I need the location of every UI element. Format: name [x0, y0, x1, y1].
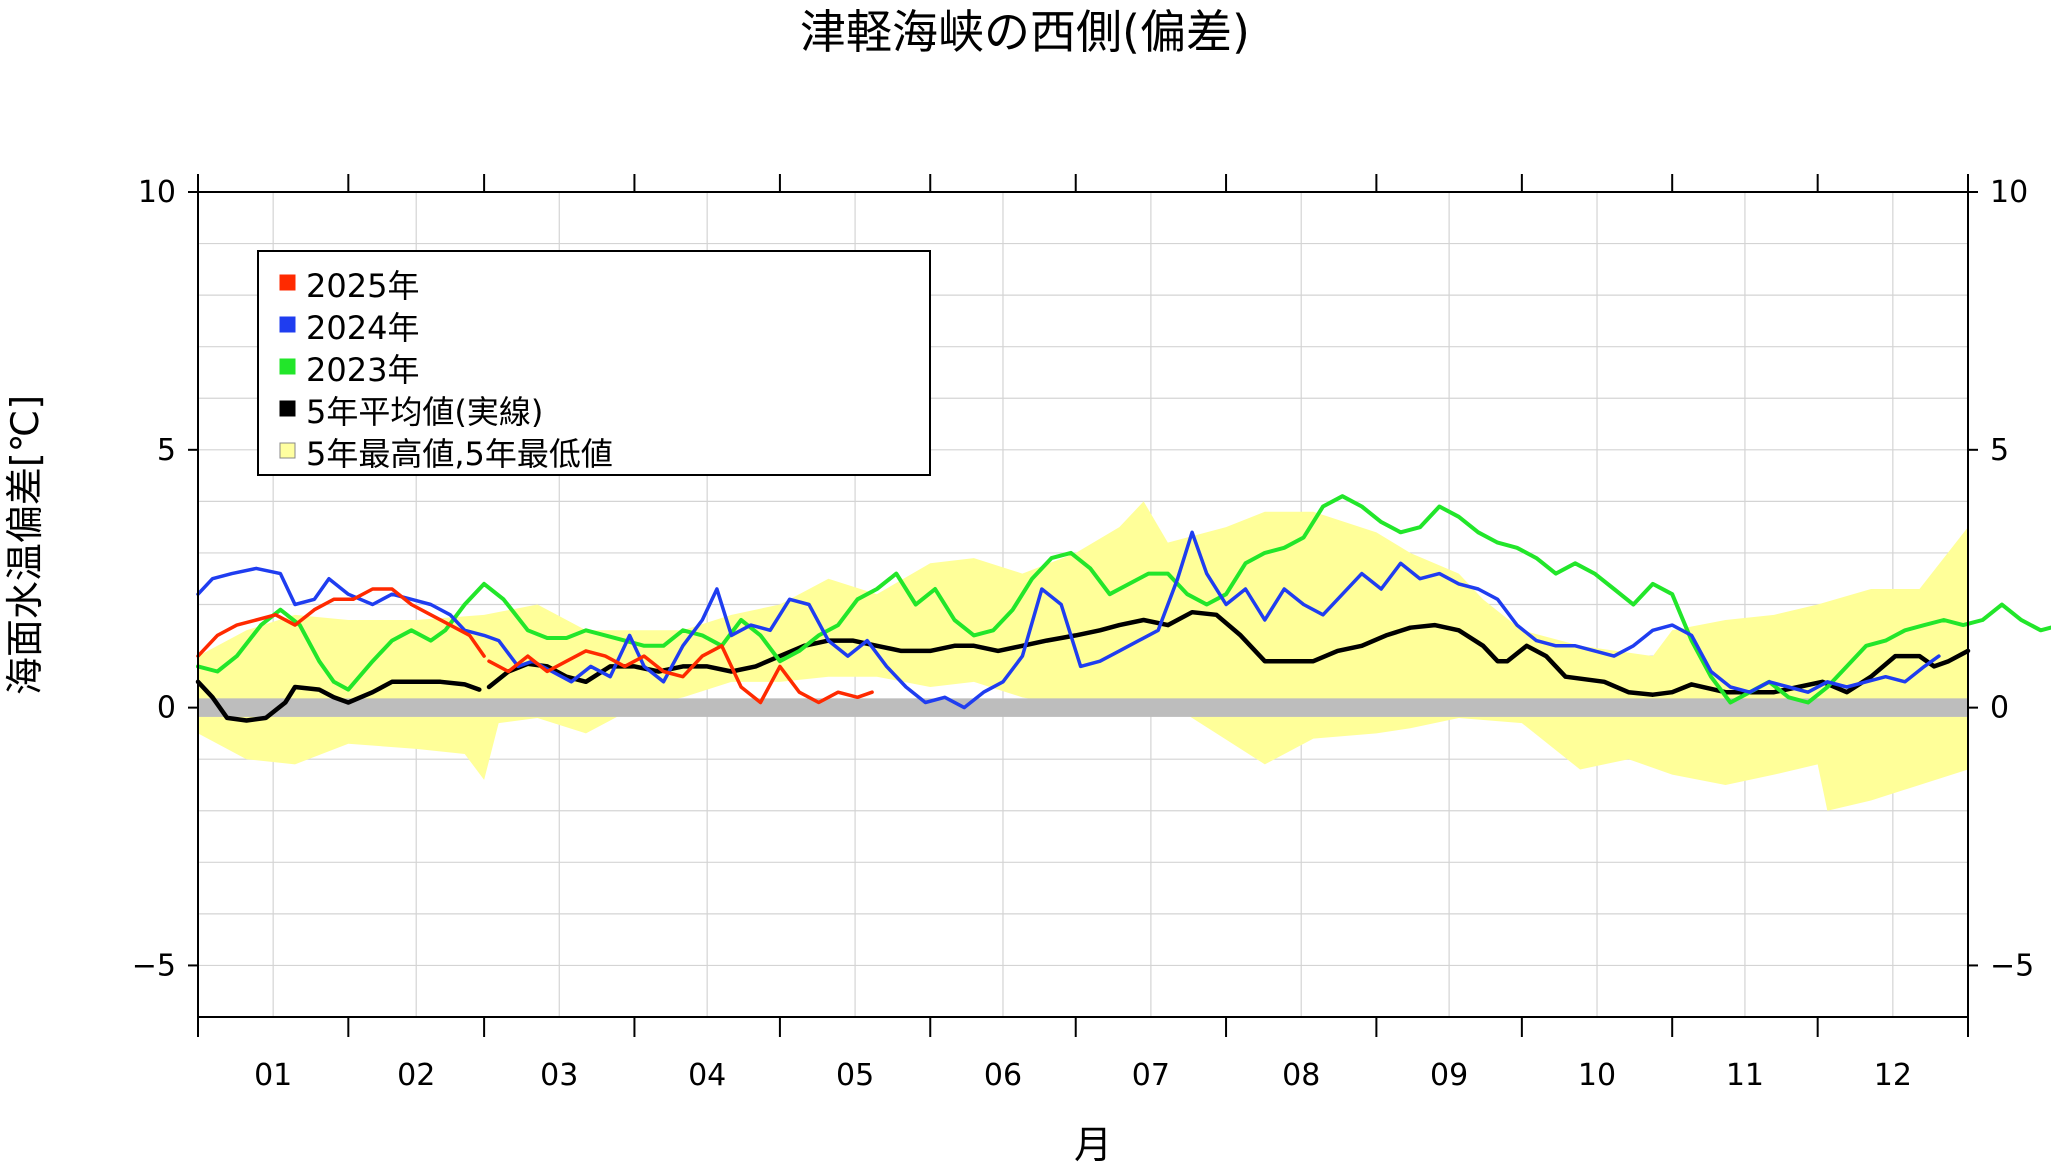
legend-label: 2025年: [306, 267, 419, 305]
y-tick-label: 10: [138, 175, 176, 210]
x-tick-label: 05: [836, 1058, 874, 1093]
legend-label: 5年平均値(実線): [306, 393, 543, 431]
legend-swatch: [279, 274, 296, 291]
series-lines: [195, 494, 2051, 723]
y-tick-label-right: 5: [1990, 433, 2009, 468]
x-tick-label: 01: [254, 1058, 292, 1093]
x-tick-label: 12: [1874, 1058, 1912, 1093]
y-tick-label-right: 0: [1990, 691, 2009, 726]
y-axis-label: 海面水温偏差[℃]: [3, 395, 47, 695]
legend-label: 5年最高値,5年最低値: [306, 435, 613, 473]
series-line: [196, 530, 1941, 710]
x-tick-label: 11: [1726, 1058, 1764, 1093]
legend-swatch: [279, 442, 296, 459]
y-tick-label: 5: [157, 433, 176, 468]
x-tick-label: 04: [688, 1058, 726, 1093]
legend-label: 2024年: [306, 309, 419, 347]
series-line: [196, 587, 486, 658]
zero-line: [198, 698, 1968, 717]
y-tick-label: 0: [157, 691, 176, 726]
max-min-band: [198, 501, 1968, 811]
series-line: [487, 644, 874, 705]
axis-ticks: 10 10 5 5 0 0 −5 −5 01 02 03 04 05 06 07 08 09 10 11 12: [132, 174, 2034, 1093]
y-tick-label: −5: [132, 948, 176, 983]
legend-swatch: [279, 400, 296, 417]
x-tick-label: 03: [540, 1058, 578, 1093]
x-tick-label: 10: [1578, 1058, 1616, 1093]
legend-label: 2023年: [306, 351, 419, 389]
y-tick-label-right: −5: [1990, 948, 2034, 983]
max-min-band-area: [198, 501, 1968, 811]
x-axis-label: 月: [1074, 1123, 1112, 1166]
x-tick-label: 09: [1430, 1058, 1468, 1093]
x-tick-label: 02: [397, 1058, 435, 1093]
chart-title: 津軽海峡の西側(偏差): [800, 5, 1250, 59]
x-tick-label: 07: [1132, 1058, 1170, 1093]
plot-frame: [197, 191, 1969, 1018]
y-tick-label-right: 10: [1990, 175, 2028, 210]
series-line: [196, 494, 2051, 705]
series-line: [486, 609, 1971, 697]
legend: 2025年 2024年 2023年 5年平均値(実線) 5年最高値,5年最低値: [257, 250, 931, 476]
x-tick-label: 06: [984, 1058, 1022, 1093]
legend-swatch: [279, 358, 296, 375]
x-tick-label: 08: [1282, 1058, 1320, 1093]
series-line: [195, 679, 482, 723]
legend-swatch: [279, 316, 296, 333]
legend-box: [257, 250, 931, 476]
